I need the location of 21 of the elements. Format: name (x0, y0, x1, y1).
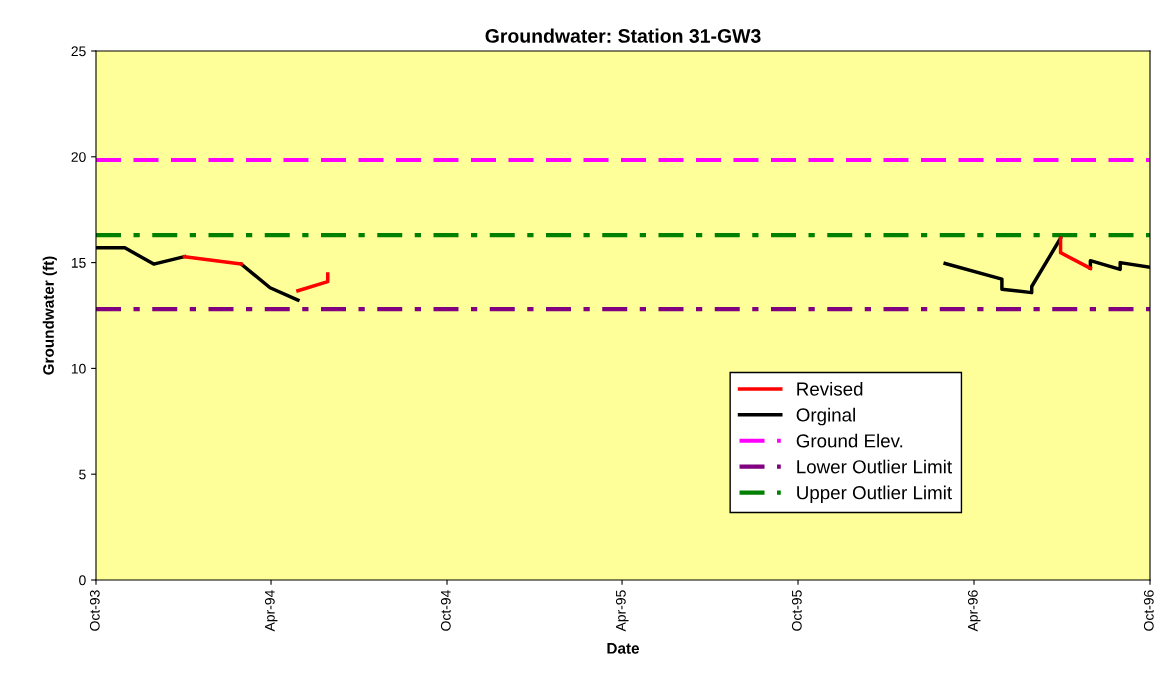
legend-label: Upper Outlier Limit (797, 485, 952, 504)
y-tick-label: 0 (79, 575, 86, 586)
legend-label: Orginal (796, 407, 855, 426)
y-tick-label: 5 (79, 469, 86, 480)
y-tick-label: 20 (71, 152, 86, 162)
chart-title: Groundwater: Station 31-GW3 (485, 28, 761, 43)
y-tick-label: 25 (71, 46, 86, 57)
y-tick-label: 10 (71, 363, 86, 374)
legend-label: Revised (797, 381, 863, 396)
x-axis-title: Date (607, 643, 640, 654)
x-tick-label: Apr-96 (967, 590, 981, 632)
x-tick-label: Apr-95 (615, 590, 629, 632)
y-tick-label: 15 (71, 258, 86, 268)
y-axis-title: Groundwater (ft) (42, 256, 57, 375)
x-tick-label: Oct-95 (791, 590, 802, 631)
legend-label: Lower Outlier Limit (797, 459, 952, 474)
x-tick-label: Oct-93 (89, 590, 100, 631)
x-tick-label: Oct-94 (440, 590, 451, 631)
x-tick-label: Oct-96 (1143, 590, 1154, 631)
x-tick-label: Apr-94 (264, 590, 278, 632)
legend-label: Ground Elev. (796, 433, 903, 448)
